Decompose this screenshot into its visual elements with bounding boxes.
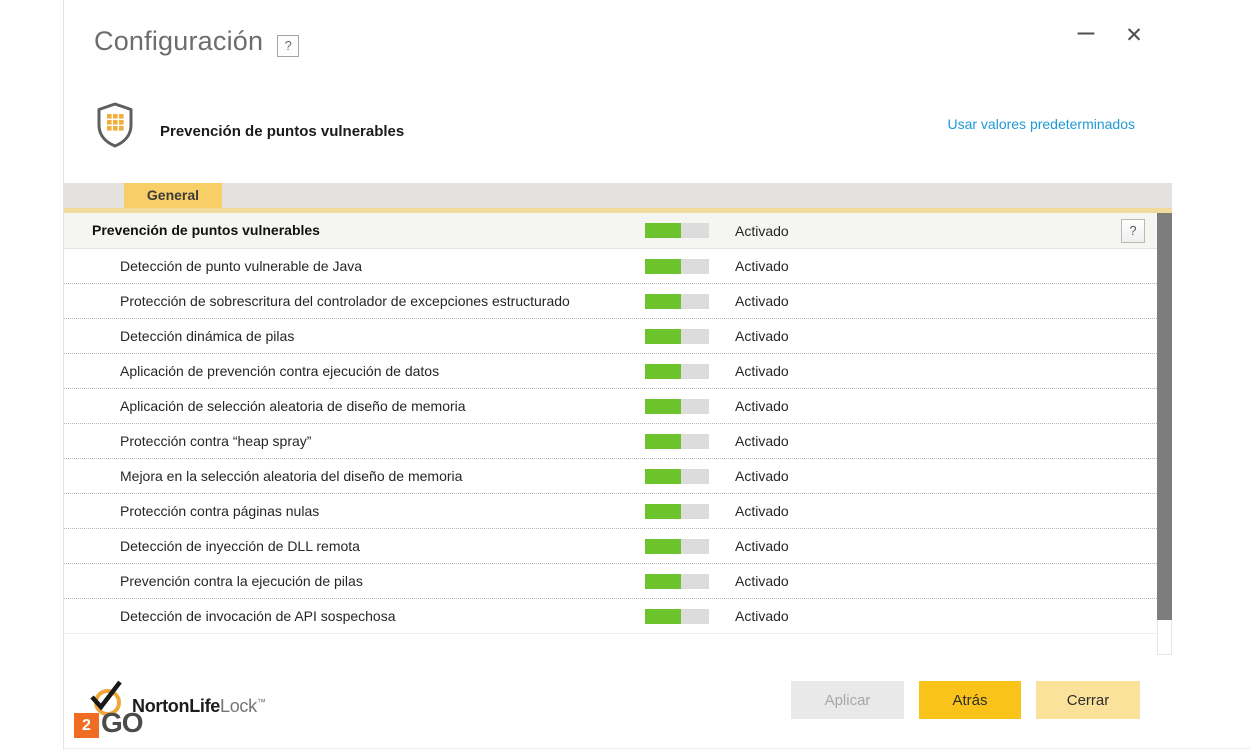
setting-row: Protección contra “heap spray” Activado <box>64 424 1157 459</box>
logo-checkmark-icon <box>86 678 126 719</box>
setting-label: Detección de invocación de API sospechos… <box>120 607 396 624</box>
window-title: Configuración <box>94 26 264 56</box>
setting-label: Prevención contra la ejecución de pilas <box>120 572 363 589</box>
toggle-on-indicator <box>645 573 681 589</box>
window-left-border <box>63 0 64 750</box>
toggle-on-indicator <box>645 433 681 449</box>
setting-label: Protección de sobrescritura del controla… <box>120 292 570 309</box>
use-defaults-link[interactable]: Usar valores predeterminados <box>947 116 1135 132</box>
window-bottom-border <box>63 748 1250 749</box>
toggle-switch[interactable] <box>645 398 709 414</box>
brand-wordmark: NortonLifeLock™ <box>132 696 266 716</box>
scrollbar-track[interactable] <box>1157 213 1172 655</box>
minimize-button[interactable]: – <box>1077 15 1095 48</box>
toggle-on-indicator <box>645 398 681 414</box>
settings-window: Configuración ? – ✕ Prevención de puntos… <box>64 0 1172 750</box>
setting-status: Activado <box>735 328 789 344</box>
toggle-switch[interactable] <box>645 328 709 344</box>
tab-bar: General <box>64 183 1172 208</box>
setting-row: Protección de sobrescritura del controla… <box>64 284 1157 319</box>
row-help-icon[interactable]: ? <box>1121 218 1145 243</box>
setting-status: Activado <box>735 293 789 309</box>
setting-status: Activado <box>735 573 789 589</box>
section-title: Prevención de puntos vulnerables <box>160 123 405 140</box>
setting-row: Aplicación de selección aleatoria de dis… <box>64 389 1157 424</box>
setting-label: Detección dinámica de pilas <box>120 327 295 344</box>
setting-row: Aplicación de prevención contra ejecució… <box>64 354 1157 389</box>
title-help-icon[interactable]: ? <box>277 34 300 57</box>
setting-row: Prevención contra la ejecución de pilas … <box>64 564 1157 599</box>
setting-status: Activado <box>735 433 789 449</box>
setting-status: Activado <box>735 503 789 519</box>
setting-status: Activado <box>735 608 789 624</box>
toggle-on-indicator <box>645 538 681 554</box>
nortonlifelock-logo: NortonLifeLock™ 2 GO <box>74 676 314 748</box>
main-setting-row: Prevención de puntos vulnerables Activad… <box>64 213 1157 249</box>
setting-status: Activado <box>735 538 789 554</box>
toggle-switch[interactable] <box>645 538 709 554</box>
toggle-on-indicator <box>645 608 681 624</box>
tab-general[interactable]: General <box>124 183 222 208</box>
setting-status: Activado <box>735 258 789 274</box>
scrollbar-thumb[interactable] <box>1157 213 1172 620</box>
setting-label: Protección contra “heap spray” <box>120 432 312 449</box>
settings-list: Prevención de puntos vulnerables Activad… <box>64 213 1172 655</box>
toggle-on-indicator <box>645 293 681 309</box>
toggle-switch[interactable] <box>645 223 709 238</box>
badge-go-text: GO <box>101 707 144 738</box>
toggle-switch[interactable] <box>645 293 709 309</box>
settings-rows: Prevención de puntos vulnerables Activad… <box>64 213 1157 634</box>
setting-label: Prevención de puntos vulnerables <box>92 222 320 239</box>
toggle-switch[interactable] <box>645 468 709 484</box>
shield-grid-icon <box>94 101 136 154</box>
toggle-switch[interactable] <box>645 573 709 589</box>
close-dialog-button[interactable]: Cerrar <box>1036 681 1140 719</box>
setting-row: Mejora en la selección aleatoria del dis… <box>64 459 1157 494</box>
toggle-on-indicator <box>645 363 681 379</box>
setting-label: Aplicación de prevención contra ejecució… <box>120 362 440 379</box>
toggle-switch[interactable] <box>645 363 709 379</box>
setting-label: Protección contra páginas nulas <box>120 502 320 519</box>
toggle-on-indicator <box>645 223 681 238</box>
toggle-switch[interactable] <box>645 503 709 519</box>
setting-status: Activado <box>735 222 789 239</box>
setting-label: Detección de punto vulnerable de Java <box>120 257 363 274</box>
toggle-switch[interactable] <box>645 608 709 624</box>
setting-status: Activado <box>735 398 789 414</box>
setting-row: Protección contra páginas nulas Activado <box>64 494 1157 529</box>
toggle-on-indicator <box>645 468 681 484</box>
badge-2-icon: 2 <box>74 713 99 738</box>
back-button[interactable]: Atrás <box>919 681 1021 719</box>
setting-row: Detección de invocación de API sospechos… <box>64 599 1157 634</box>
toggle-on-indicator <box>645 503 681 519</box>
toggle-on-indicator <box>645 328 681 344</box>
toggle-switch[interactable] <box>645 433 709 449</box>
setting-row: Detección de punto vulnerable de Java Ac… <box>64 249 1157 284</box>
setting-row: Detección dinámica de pilas Activado <box>64 319 1157 354</box>
setting-label: Mejora en la selección aleatoria del dis… <box>120 467 463 484</box>
setting-label: Detección de inyección de DLL remota <box>120 537 360 554</box>
setting-status: Activado <box>735 468 789 484</box>
apply-button[interactable]: Aplicar <box>791 681 904 719</box>
toggle-switch[interactable] <box>645 258 709 274</box>
tab-accent-strip <box>64 208 1172 213</box>
setting-status: Activado <box>735 363 789 379</box>
close-button[interactable]: ✕ <box>1125 23 1143 47</box>
toggle-on-indicator <box>645 258 681 274</box>
setting-label: Aplicación de selección aleatoria de dis… <box>120 397 466 414</box>
setting-row: Detección de inyección de DLL remota Act… <box>64 529 1157 564</box>
